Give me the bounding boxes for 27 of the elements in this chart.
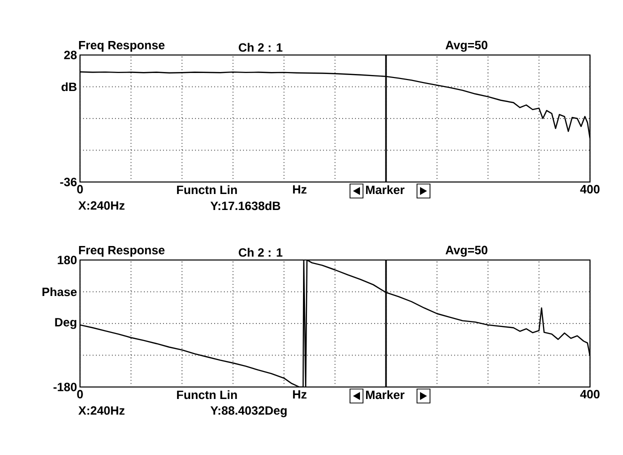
x-tick-label: 400 <box>580 390 600 398</box>
text: X:240Hz <box>78 201 125 210</box>
chart-title: Freq Response <box>79 40 165 52</box>
y-tick-label: -36 <box>60 178 77 186</box>
chart-subtitle: Ch 2 : 1 <box>238 248 282 257</box>
text: Y:17.1638dB <box>210 201 280 210</box>
x-tick-label: 0 <box>77 184 83 194</box>
y-tick-label: dB <box>62 82 77 92</box>
y-tick-label: 28 <box>64 50 77 60</box>
x-tick-label: 400 <box>580 184 600 194</box>
text: Marker <box>366 390 404 400</box>
chart-title: Freq Response <box>79 246 165 257</box>
text: Functn Lin <box>177 185 237 194</box>
x-axis-title: Hz <box>293 185 306 194</box>
x-tick-label: 0 <box>77 390 83 398</box>
text: Avg=50 <box>446 40 488 52</box>
text: Functn Lin <box>177 390 237 400</box>
text: Marker <box>366 185 404 194</box>
text: Avg=50 <box>446 246 488 257</box>
y-tick-label: -180 <box>54 382 77 392</box>
text: X:240Hz <box>78 406 125 415</box>
text: Y:88.4032Deg <box>210 406 287 418</box>
y-tick-label: Deg <box>55 318 76 329</box>
y-tick-label: 180 <box>58 256 77 264</box>
y-tick-label: Phase <box>42 287 77 296</box>
chart-subtitle: Ch 2 : 1 <box>238 42 282 52</box>
x-axis-title: Hz <box>293 390 306 399</box>
